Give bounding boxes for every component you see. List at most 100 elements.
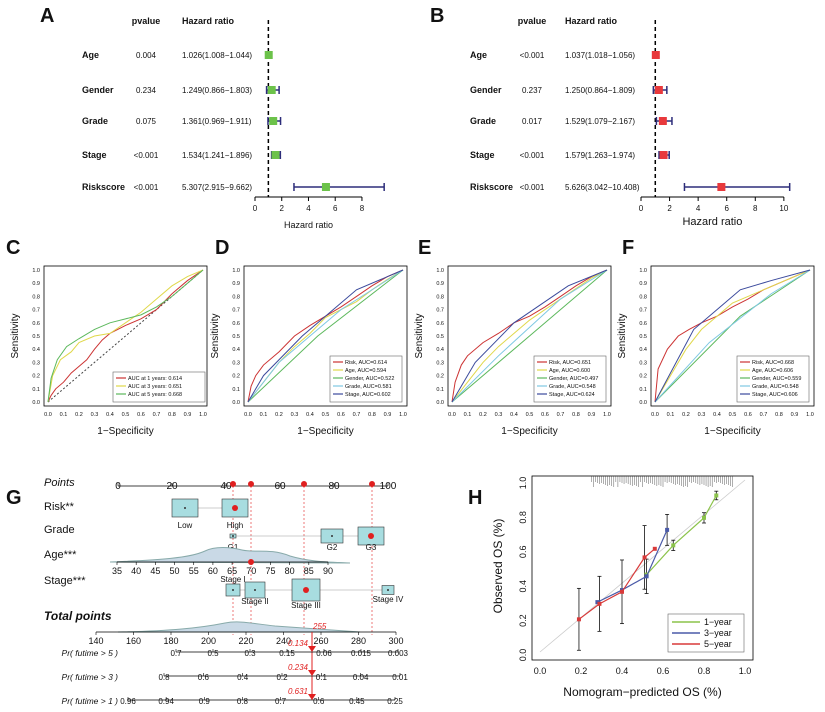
roc-D-legend-entry: Gender, AUC=0.522 (345, 376, 394, 382)
nomogram-age-tick-label: 40 (131, 566, 141, 576)
roc-C-y-tick-label: 0.5 (32, 334, 40, 340)
nomogram-stage-category: Stage II (241, 597, 269, 606)
nomogram-prob-label: Pr( futime > 3 ) (62, 672, 119, 682)
nomogram-age-tick-label: 60 (208, 566, 218, 576)
calibration-y-tick-label: 1.0 (518, 477, 528, 490)
calibration-ideal-line (539, 479, 746, 653)
nomogram-points-tick-label: 40 (220, 481, 232, 492)
forest-A-x-tick-label: 2 (280, 204, 285, 213)
forest-B-row-name: Grade (470, 116, 496, 126)
roc-F-legend-entry: Stage, AUC=0.606 (752, 392, 798, 398)
roc-D-legend-entry: Age, AUC=0.594 (345, 368, 386, 374)
roc-E-x-tick-label: 0.0 (448, 412, 456, 418)
nomogram-prob-tick-label: 0.5 (207, 649, 219, 658)
roc-D-y-tick-label: 0.0 (232, 400, 240, 406)
roc-D-y-tick-label: 0.9 (232, 281, 240, 287)
calibration-x-tick-label: 0.6 (657, 666, 670, 676)
forest-B-x-label: Hazard ratio (682, 216, 742, 228)
roc-C-y-tick-label: 0.8 (32, 294, 40, 300)
nomogram-grade-category: G3 (366, 543, 377, 552)
nomogram-total-tick-label: 220 (238, 636, 253, 646)
forest-A-x-tick-label: 8 (360, 204, 365, 213)
roc-E-x-tick-label: 0.2 (479, 412, 487, 418)
roc-E-curve (451, 269, 608, 403)
roc-D-y-tick-label: 0.7 (232, 308, 240, 314)
roc-F-y-label: Sensitivity (617, 313, 628, 358)
nomogram-stage-category: Stage IV (373, 595, 404, 604)
calibration-point (665, 527, 670, 532)
roc-F-legend-entry: Age, AUC=0.606 (752, 368, 793, 374)
roc-F-curve (654, 269, 811, 403)
forest-B-row-hr: 1.529(1.079−2.167) (565, 117, 635, 126)
nomogram-age-density (109, 547, 351, 564)
forest-B-row-name: Stage (470, 150, 495, 160)
roc-D-x-tick-label: 0.7 (353, 412, 361, 418)
roc-F-y-tick-label: 1.0 (639, 268, 647, 274)
forest-A-x-tick-label: 0 (253, 204, 258, 213)
roc-F-curve (654, 269, 811, 403)
nomogram-total-tick-label: 160 (126, 636, 141, 646)
forest-B-row-hr: 1.579(1.263−1.974) (565, 151, 635, 160)
roc-C-x-tick-label: 0.9 (184, 412, 192, 418)
panel-label-F: F (622, 237, 634, 259)
calibration-point (644, 574, 649, 579)
nomogram-points-tick-label: 100 (380, 481, 397, 492)
nomogram-points-tick-label: 0 (115, 481, 121, 492)
roc-F-y-tick-label: 0.6 (639, 321, 647, 327)
forest-B-row-pvalue: <0.001 (520, 183, 545, 192)
roc-F-legend-entry: Grade, AUC=0.548 (752, 384, 799, 390)
roc-E-x-tick-label: 0.1 (464, 412, 472, 418)
calibration-legend-entry: 5−year (704, 639, 732, 649)
roc-D-y-tick-label: 0.8 (232, 294, 240, 300)
forest-B-x-tick-label: 4 (696, 204, 701, 213)
forest-A-point (271, 151, 280, 159)
nomogram-total-density (117, 621, 361, 633)
nomogram-total-tick-label: 140 (88, 636, 103, 646)
roc-C-x-tick-label: 0.4 (106, 412, 114, 418)
roc-C-x-tick-label: 0.6 (137, 412, 145, 418)
roc-F-x-tick-label: 1.0 (806, 412, 814, 418)
forest-B-row-hr: 5.626(3.042−10.408) (565, 183, 640, 192)
roc-C-frame (43, 265, 208, 407)
roc-F-y-tick-label: 0.2 (639, 374, 647, 380)
roc-F-y-tick-label: 0.8 (639, 294, 647, 300)
roc-D-curve (247, 269, 404, 403)
forest-B-row-pvalue: <0.001 (520, 151, 545, 160)
roc-F-x-tick-label: 0.5 (729, 412, 737, 418)
nomogram-risk-label: Risk** (44, 501, 75, 513)
roc-E-legend-entry: Grade, AUC=0.548 (549, 384, 596, 390)
nomogram-total-tick-label: 280 (351, 636, 366, 646)
roc-D-curve (247, 269, 404, 403)
roc-F-curve (654, 269, 811, 403)
roc-C-y-tick-label: 0.0 (32, 400, 40, 406)
nomogram-point-marker (369, 481, 375, 487)
nomogram-grade-label: Grade (44, 524, 75, 536)
forest-B-row-hr: 1.250(0.864−1.809) (565, 86, 635, 95)
roc-F-x-tick-label: 0.4 (713, 412, 721, 418)
roc-E-x-tick-label: 0.4 (510, 412, 518, 418)
roc-D-y-tick-label: 0.5 (232, 334, 240, 340)
roc-C-y-tick-label: 0.7 (32, 308, 40, 314)
roc-C-curve (47, 269, 204, 403)
nomogram-age-tick-label: 50 (170, 566, 180, 576)
nomogram-age-tick-label: 80 (285, 566, 295, 576)
forest-B-point (659, 151, 668, 159)
roc-C-x-tick-label: 0.0 (44, 412, 52, 418)
roc-F-x-tick-label: 0.2 (682, 412, 690, 418)
roc-C-x-label: 1−Specificity (97, 426, 153, 437)
nomogram-stage-label: Stage*** (44, 575, 86, 587)
nomogram-risk-category: High (227, 521, 243, 530)
nomogram-age-tick-label: 85 (304, 566, 314, 576)
nomogram-points-tick-label: 20 (166, 481, 178, 492)
roc-C-y-tick-label: 1.0 (32, 268, 40, 274)
calibration-point (620, 589, 624, 594)
roc-F-y-tick-label: 0.5 (639, 334, 647, 340)
panel-label-G: G (6, 487, 22, 509)
calibration-x-tick-label: 0.2 (575, 666, 588, 676)
nomogram-prob-tick-label: 0.01 (392, 673, 408, 682)
nomogram-age-tick-label: 75 (265, 566, 275, 576)
roc-D-x-label: 1−Specificity (297, 426, 353, 437)
forest-A-hr-header: Hazard ratio (182, 16, 235, 26)
panel-label-H: H (468, 487, 482, 509)
nomogram-prob-tick-label: 0.45 (349, 697, 365, 706)
